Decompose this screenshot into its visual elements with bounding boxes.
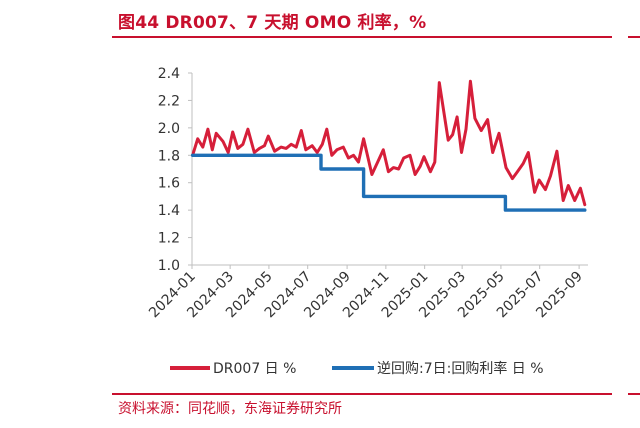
y-tick-label: 1.8 <box>158 148 180 164</box>
y-tick-label: 1.4 <box>158 203 180 219</box>
source-divider <box>112 393 612 395</box>
adjacent-figure-divider-top <box>628 36 640 38</box>
chart-series <box>190 79 587 212</box>
series-line-dr007 <box>191 79 587 207</box>
chart-axes: 1.01.21.41.61.82.02.22.42024-012024-0320… <box>146 66 588 321</box>
legend-item-dr007-label: DR007 日 % <box>213 361 296 377</box>
chart-legend: DR007 日 % 逆回购:7日:回购利率 日 % <box>170 360 544 377</box>
source-note: 资料来源：同花顺，东海证券研究所 <box>118 401 342 417</box>
series-line-omo-7d <box>190 153 587 212</box>
legend-item-omo-7d-label: 逆回购:7日:回购利率 日 % <box>377 360 544 377</box>
adjacent-figure-divider-bottom <box>628 393 640 395</box>
y-tick-label: 1.0 <box>158 258 180 274</box>
y-tick-label: 2.4 <box>158 66 180 82</box>
figure-title: 图44 DR007、7 天期 OMO 利率，% <box>118 13 427 33</box>
y-tick-label: 2.2 <box>158 93 180 109</box>
title-divider <box>112 36 612 38</box>
y-tick-label: 2.0 <box>158 121 180 137</box>
y-tick-label: 1.6 <box>158 176 180 192</box>
y-tick-label: 1.2 <box>158 231 180 247</box>
